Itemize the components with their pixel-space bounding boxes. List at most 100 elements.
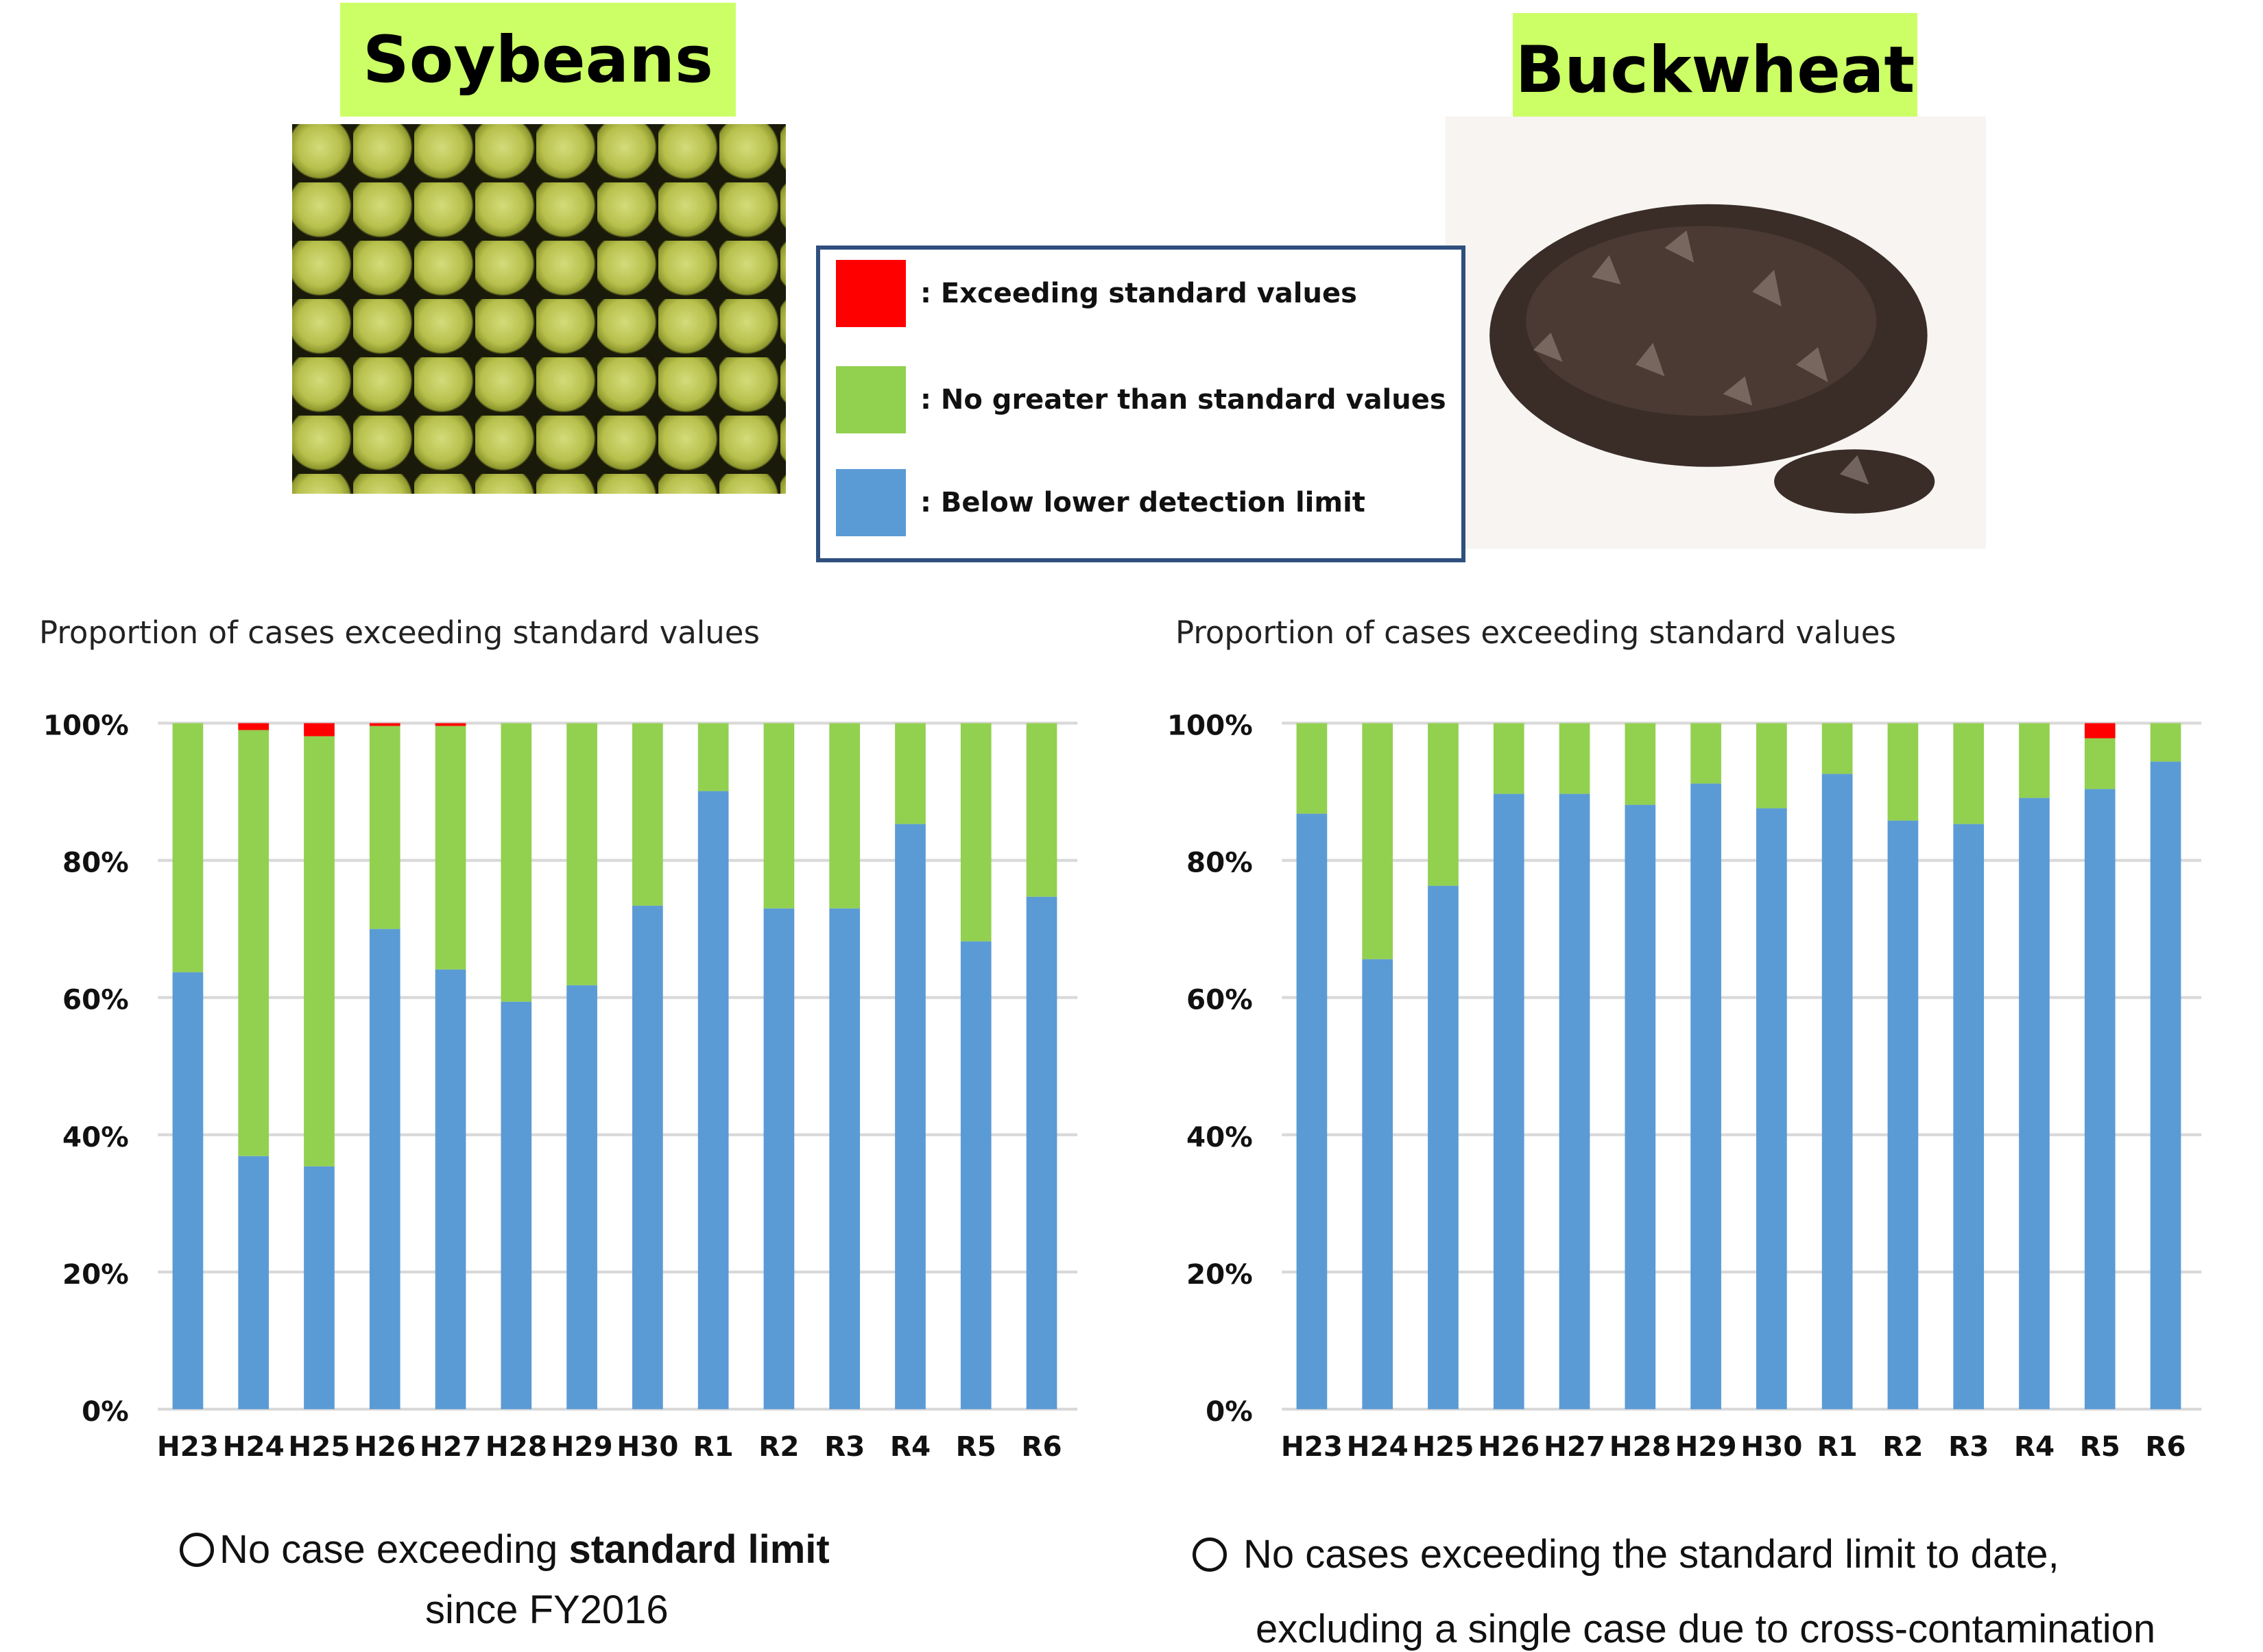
x-tick-label: H27 [420,1430,481,1463]
bar-segment [697,723,729,791]
circle-bullet-icon [180,1533,214,1567]
x-tick-label: R6 [2145,1430,2186,1463]
bar-segment [1821,774,1853,1409]
x-tick-label: H28 [1609,1430,1671,1463]
y-tick-label: 80% [62,846,129,879]
x-tick-label: H26 [354,1430,416,1463]
bar-segment [1362,723,1393,959]
bar-segment [172,972,204,1409]
bar-segment [2019,723,2050,798]
bar-segment [501,723,532,1002]
soybeans-chart-title: Proportion of cases exceeding standard v… [39,614,760,651]
bar-segment [1428,885,1459,1409]
buckwheat-chart-title: Proportion of cases exceeding standard v… [1175,614,1896,651]
x-tick-label: R4 [2014,1430,2055,1463]
bar-segment [2150,723,2181,762]
bar-segment [1625,723,1656,805]
x-tick-label: H24 [223,1430,285,1463]
bar-segment [895,824,926,1409]
bar-segment [1756,723,1787,809]
bar-segment [1296,813,1328,1409]
bar-segment [1026,723,1057,897]
buckwheat-title: Buckwheat [1513,13,1917,127]
legend: : Exceeding standard values : No greater… [816,246,1465,562]
soybeans-title: Soybeans [340,3,736,117]
x-tick-label: H28 [486,1430,547,1463]
y-tick-label: 0% [82,1395,129,1428]
x-tick-label: R5 [956,1430,996,1463]
bar-segment [1756,808,1787,1409]
legend-swatch-blue [836,469,906,536]
legend-swatch-green [836,366,906,433]
legend-item-below: : Below lower detection limit [836,469,1365,536]
buckwheat-chart: 0% 20% 40% 60% 80% 100% H23 H24 H25 H26 H27 H28 H29 H… [1167,709,2202,1463]
y-tick-label: 20% [62,1258,129,1291]
soybeans-note-line1: No case exceeding standard limit [180,1527,830,1572]
y-tick-label: 100% [43,709,129,742]
bar-segment [829,723,861,909]
bar-segment [1887,820,1919,1409]
x-tick-label: R3 [1948,1430,1989,1463]
bar-segment [566,985,597,1409]
bar-segment [1493,723,1524,794]
x-tick-label: H30 [1740,1430,1802,1463]
bar-segment [1690,723,1721,784]
bar-segment [304,736,335,1166]
bar-segment [632,905,663,1409]
bar-segment [1821,723,1853,774]
circle-bullet-icon [1193,1537,1227,1572]
x-tick-label: H23 [1281,1430,1343,1463]
x-tick-label: R1 [693,1430,734,1463]
bar-segment [1625,804,1656,1409]
x-tick-label: R2 [1882,1430,1923,1463]
soybeans-photo [292,124,786,494]
x-tick-label: H30 [616,1430,678,1463]
bar-segment [2084,738,2116,789]
x-tick-label: H25 [288,1430,350,1463]
x-tick-label: R4 [890,1430,931,1463]
x-tick-label: H29 [551,1430,613,1463]
bar-segment [1690,783,1721,1409]
x-tick-label: H24 [1347,1430,1409,1463]
legend-label: : No greater than standard values [920,384,1446,416]
soybeans-note-line2: since FY2016 [425,1588,669,1632]
x-tick-label: H26 [1478,1430,1540,1463]
x-tick-label: R6 [1021,1430,1062,1463]
bar-segment [435,969,466,1409]
x-tick-label: R3 [824,1430,865,1463]
bar-segment [829,908,861,1409]
bar-segment [238,730,270,1156]
bar-segment [304,1166,335,1409]
y-tick-label: 60% [62,983,129,1016]
y-tick-label: 100% [1167,709,1253,742]
bar-segment [697,791,729,1409]
y-tick-label: 80% [1186,846,1253,879]
bar-segment [960,941,992,1409]
bar-segment [2150,761,2181,1409]
bar-segment [1296,723,1328,814]
bar-segment [763,723,795,909]
x-tick-label: R5 [2080,1430,2120,1463]
x-tick-label: H27 [1544,1430,1605,1463]
buckwheat-note-line1: No cases exceeding the standard limit to… [1193,1531,2059,1577]
y-tick-label: 40% [1186,1121,1253,1153]
bar-segment [238,1156,270,1409]
x-tick-label: R1 [1817,1430,1858,1463]
bar-segment [435,726,466,970]
bar-segment [304,723,335,737]
legend-item-exceeding: : Exceeding standard values [836,260,1357,327]
bar-segment [435,723,466,726]
bar-segment [369,723,400,726]
legend-label: : Exceeding standard values [920,278,1357,309]
bar-segment [1362,959,1393,1409]
bar-segment [1026,896,1057,1409]
legend-item-no-greater: : No greater than standard values [836,366,1446,433]
bar-segment [1428,723,1459,886]
bar-segment [1559,723,1590,794]
buckwheat-photo [1446,117,1986,549]
bar-segment [763,908,795,1409]
note-text: No case exceeding [219,1527,569,1572]
bar-segment [1887,723,1919,821]
bar-segment [369,929,400,1409]
bar-segment [895,723,926,824]
